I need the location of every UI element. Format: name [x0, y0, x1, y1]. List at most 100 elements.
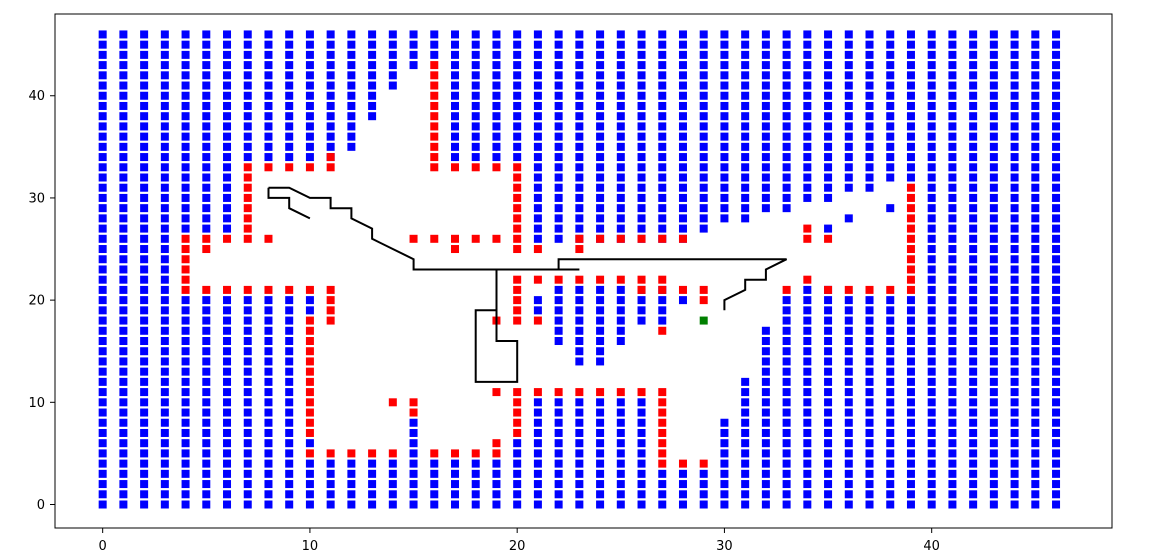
obstacle-point — [658, 163, 667, 172]
obstacle-point — [865, 469, 874, 478]
obstacle-point — [264, 153, 273, 162]
obstacle-point — [637, 183, 646, 192]
obstacle-point — [616, 306, 625, 315]
obstacle-point — [347, 142, 356, 151]
obstacle-point — [388, 61, 397, 70]
obstacle-point — [616, 224, 625, 233]
obstacle-point — [782, 193, 791, 202]
obstacle-point — [927, 367, 936, 376]
obstacle-point — [264, 50, 273, 59]
obstacle-point — [1031, 285, 1040, 294]
obstacle-point — [98, 81, 107, 90]
obstacle-point — [181, 500, 190, 509]
obstacle-point — [223, 61, 232, 70]
obstacle-point — [243, 326, 252, 335]
obstacle-point — [451, 132, 460, 141]
obstacle-point — [1052, 275, 1061, 284]
boundary-point — [658, 388, 667, 397]
obstacle-point — [658, 224, 667, 233]
obstacle-point — [678, 224, 687, 233]
obstacle-point — [202, 367, 211, 376]
obstacle-point — [824, 357, 833, 366]
obstacle-point — [223, 132, 232, 141]
boundary-point — [699, 296, 708, 305]
obstacle-point — [160, 224, 169, 233]
obstacle-point — [596, 398, 605, 407]
obstacle-point — [596, 449, 605, 458]
obstacle-point — [678, 132, 687, 141]
obstacle-point — [243, 500, 252, 509]
obstacle-point — [948, 234, 957, 243]
boundary-point — [803, 224, 812, 233]
obstacle-point — [1052, 112, 1061, 121]
obstacle-point — [637, 142, 646, 151]
obstacle-point — [927, 132, 936, 141]
obstacle-point — [98, 439, 107, 448]
obstacle-point — [678, 296, 687, 305]
obstacle-point — [471, 50, 480, 59]
obstacle-point — [865, 408, 874, 417]
boundary-point — [554, 388, 563, 397]
obstacle-point — [927, 81, 936, 90]
obstacle-point — [741, 500, 750, 509]
obstacle-point — [326, 490, 335, 499]
obstacle-point — [223, 388, 232, 397]
obstacle-point — [243, 439, 252, 448]
boundary-point — [782, 285, 791, 294]
obstacle-point — [844, 112, 853, 121]
obstacle-point — [554, 306, 563, 315]
obstacle-point — [409, 459, 418, 468]
obstacle-point — [596, 173, 605, 182]
obstacle-point — [264, 480, 273, 489]
obstacle-point — [969, 377, 978, 386]
obstacle-point — [119, 234, 128, 243]
obstacle-point — [824, 71, 833, 80]
obstacle-point — [1052, 50, 1061, 59]
obstacle-point — [720, 490, 729, 499]
obstacle-point — [119, 153, 128, 162]
obstacle-point — [471, 91, 480, 100]
obstacle-point — [886, 316, 895, 325]
boundary-point — [451, 163, 460, 172]
obstacle-point — [202, 224, 211, 233]
obstacle-point — [1052, 163, 1061, 172]
obstacle-point — [1010, 61, 1019, 70]
obstacle-point — [699, 214, 708, 223]
obstacle-point — [140, 285, 149, 294]
obstacle-point — [1031, 377, 1040, 386]
obstacle-point — [554, 285, 563, 294]
obstacle-point — [824, 142, 833, 151]
obstacle-point — [824, 112, 833, 121]
obstacle-point — [699, 122, 708, 131]
obstacle-point — [140, 214, 149, 223]
obstacle-point — [1031, 367, 1040, 376]
boundary-point — [243, 224, 252, 233]
obstacle-point — [803, 490, 812, 499]
boundary-point — [305, 347, 314, 356]
obstacle-point — [596, 459, 605, 468]
obstacle-point — [1052, 245, 1061, 254]
obstacle-point — [223, 439, 232, 448]
obstacle-point — [471, 153, 480, 162]
boundary-point — [181, 234, 190, 243]
obstacle-point — [865, 480, 874, 489]
obstacle-point — [368, 61, 377, 70]
obstacle-point — [969, 428, 978, 437]
obstacle-point — [119, 469, 128, 478]
obstacle-point — [741, 153, 750, 162]
boundary-point — [305, 367, 314, 376]
boundary-point — [699, 285, 708, 294]
obstacle-point — [948, 449, 957, 458]
obstacle-point — [140, 122, 149, 131]
obstacle-point — [637, 81, 646, 90]
boundary-point — [513, 306, 522, 315]
obstacle-point — [1031, 234, 1040, 243]
obstacle-point — [492, 71, 501, 80]
obstacle-point — [886, 388, 895, 397]
obstacle-point — [305, 490, 314, 499]
obstacle-point — [803, 183, 812, 192]
obstacle-point — [969, 173, 978, 182]
x-tick-label: 20 — [509, 539, 526, 554]
obstacle-point — [906, 316, 915, 325]
obstacle-point — [305, 306, 314, 315]
